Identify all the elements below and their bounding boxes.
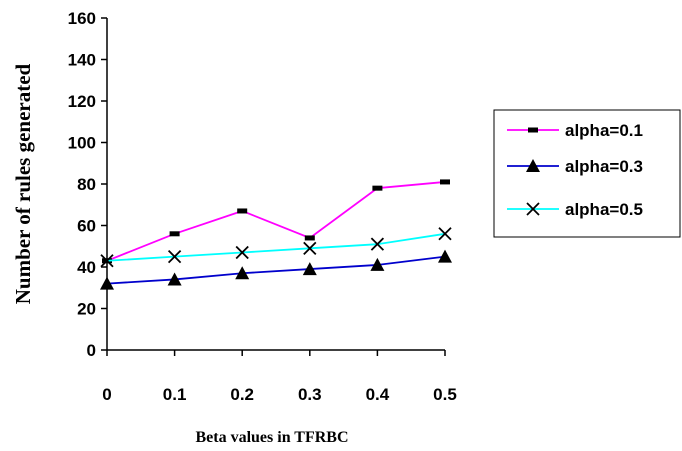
legend-entry: alpha=0.1 <box>507 121 643 140</box>
y-tick-label: 140 <box>68 51 96 70</box>
y-tick-label: 160 <box>68 9 96 28</box>
series-layer <box>100 179 452 290</box>
y-tick-label: 100 <box>68 134 96 153</box>
y-tick-label: 20 <box>77 300 96 319</box>
data-point <box>303 241 317 255</box>
y-tick-label: 80 <box>77 175 96 194</box>
series-alpha=0.5 <box>100 227 452 268</box>
data-point <box>370 237 385 251</box>
legend-marker <box>526 159 540 172</box>
data-point <box>304 235 315 241</box>
data-point <box>438 227 452 241</box>
data-point <box>440 179 450 185</box>
data-point <box>370 257 385 271</box>
y-tick-label: 40 <box>77 258 96 277</box>
series-line <box>106 255 446 285</box>
axes <box>106 18 445 351</box>
y-tick-label: 0 <box>87 341 96 360</box>
legend-box <box>493 109 681 238</box>
data-point <box>169 231 180 237</box>
data-point <box>235 266 250 280</box>
data-point <box>237 208 248 214</box>
legend-entry: alpha=0.5 <box>507 200 643 219</box>
x-tick-label: 0.1 <box>163 385 187 404</box>
x-tick-label: 0.2 <box>230 385 254 404</box>
legend-entry: alpha=0.3 <box>507 157 643 176</box>
data-point <box>302 262 317 276</box>
series-line <box>106 232 446 262</box>
legend-label: alpha=0.1 <box>565 121 643 140</box>
series-alpha=0.3 <box>100 249 452 290</box>
x-axis-title: Beta values in TFRBC <box>195 429 348 446</box>
data-point <box>438 249 452 263</box>
data-point <box>100 254 114 268</box>
y-axis-title: Number of rules generated <box>11 63 35 304</box>
data-point <box>372 185 383 191</box>
x-axis-ticks: 0 0.1 0.2 0.3 0.4 0.5 <box>102 350 457 404</box>
series-line <box>106 181 446 262</box>
legend-marker <box>528 127 538 133</box>
legend-label: alpha=0.5 <box>565 200 643 219</box>
y-tick-label: 60 <box>77 217 96 236</box>
y-tick-label: 120 <box>68 92 96 111</box>
legend: alpha=0.1 alpha=0.3 alpha=0.5 <box>507 121 643 219</box>
x-tick-label: 0.4 <box>366 385 390 404</box>
legend-label: alpha=0.3 <box>565 157 643 176</box>
y-axis-ticks: 0 20 40 60 80 100 120 140 160 <box>68 9 107 360</box>
data-point <box>167 272 182 286</box>
x-tick-label: 0.3 <box>298 385 322 404</box>
data-point <box>167 249 182 264</box>
legend-marker <box>526 202 540 216</box>
x-tick-label: 0 <box>102 385 111 404</box>
x-tick-label: 0.5 <box>433 385 457 404</box>
data-point <box>100 276 114 290</box>
data-point <box>235 245 249 260</box>
